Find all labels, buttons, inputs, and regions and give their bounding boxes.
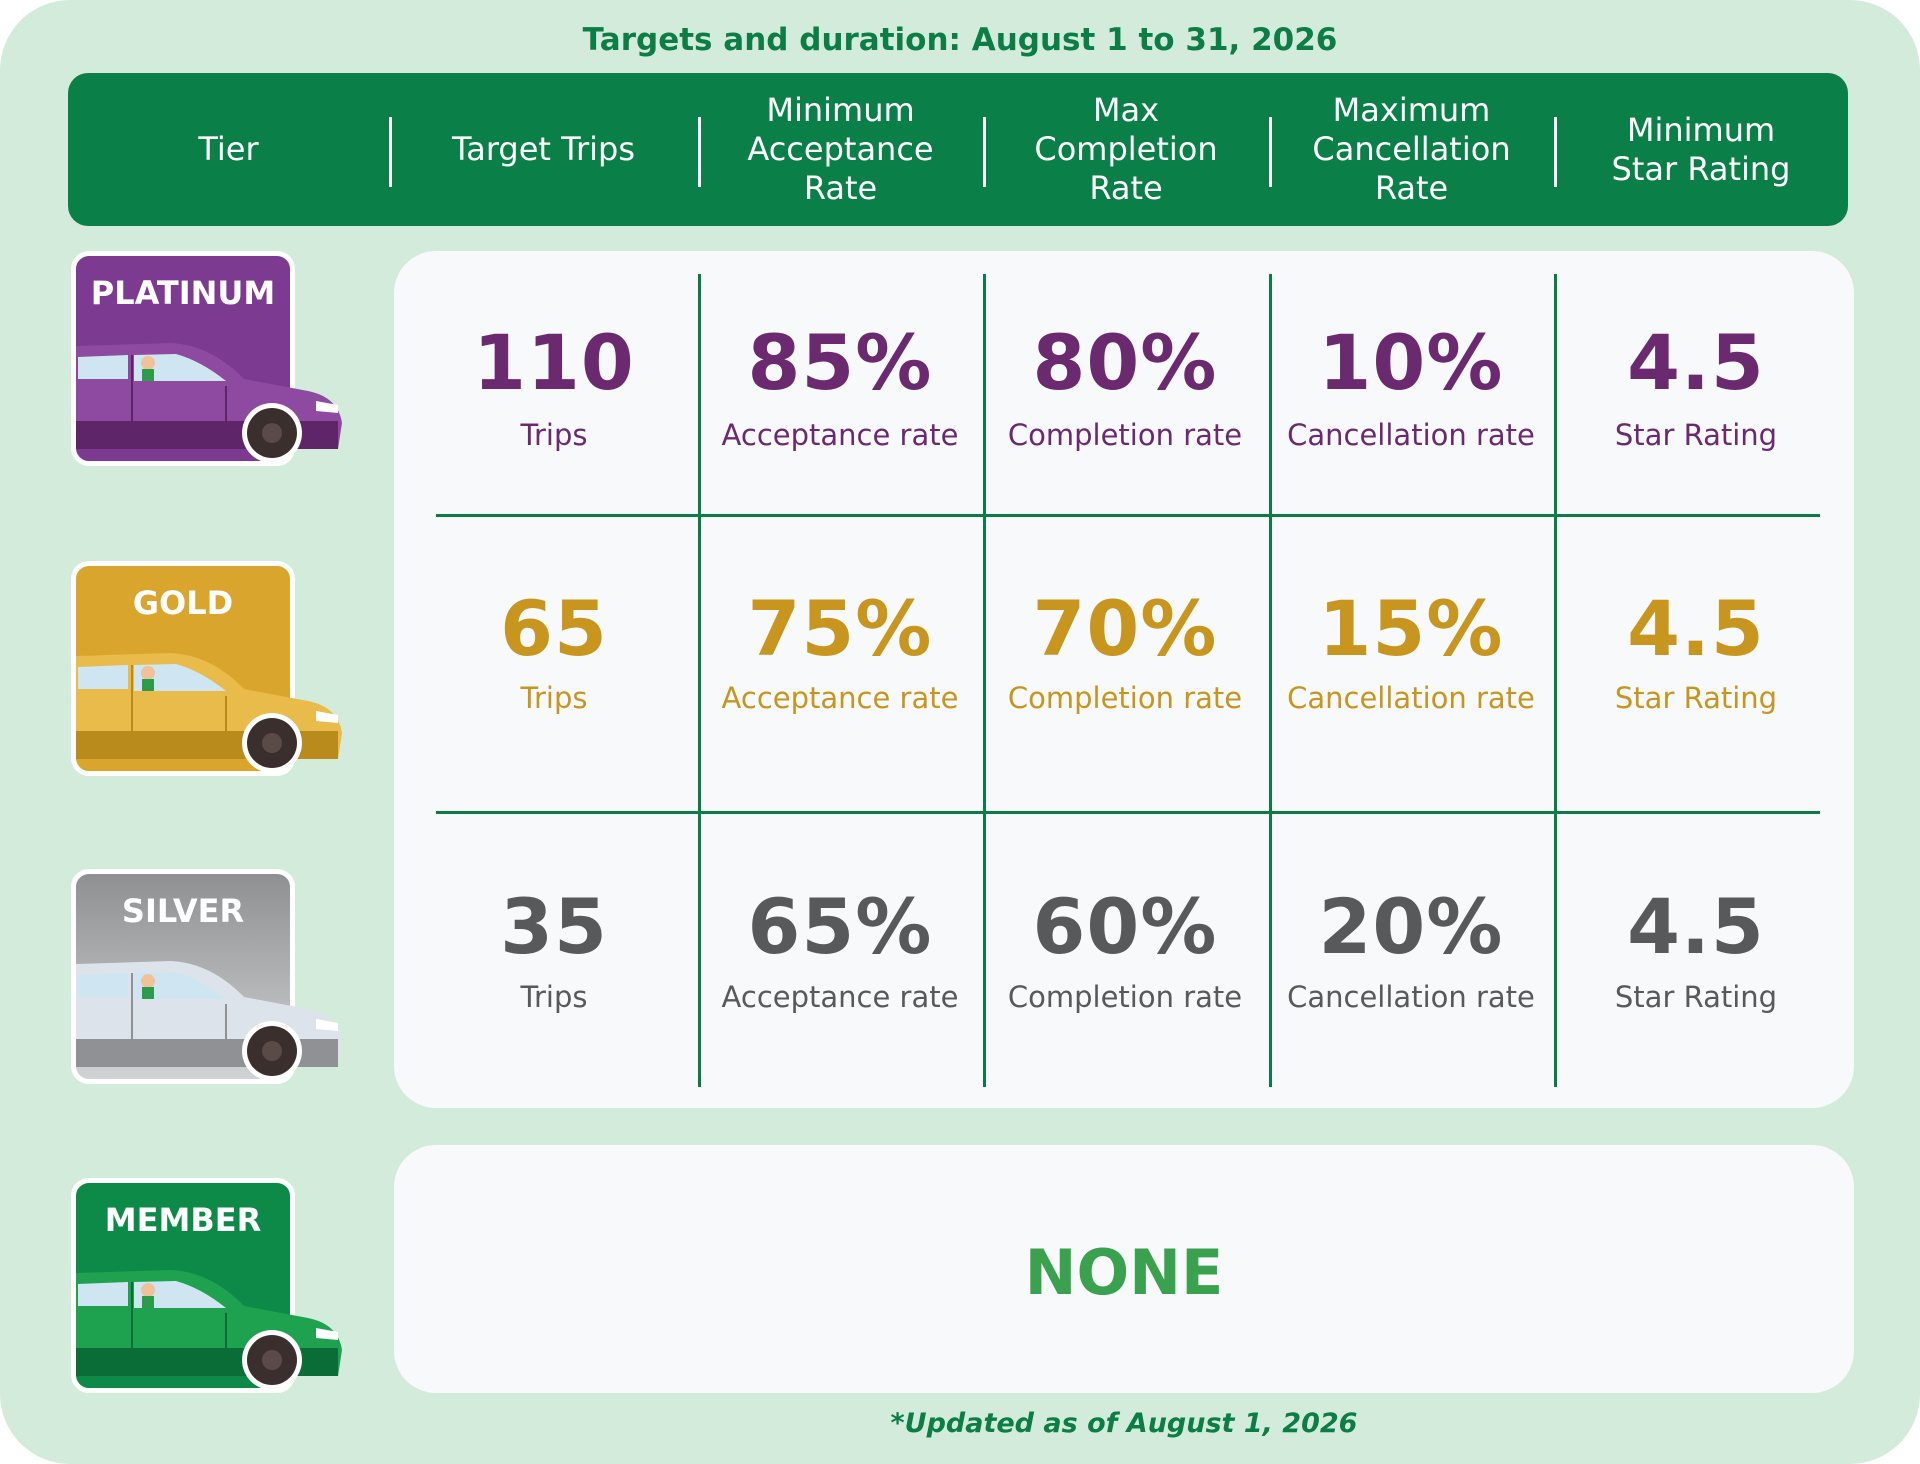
metric-unit: Completion rate — [1007, 418, 1243, 452]
header-divider — [1269, 117, 1272, 187]
metric-value: 35 — [500, 882, 608, 971]
header-line: Star Rating — [1611, 149, 1791, 188]
metric-value: 65% — [747, 882, 933, 971]
metric-value: 70% — [1032, 584, 1218, 673]
metric-value: 80% — [1032, 318, 1218, 407]
metric-value: 4.5 — [1627, 318, 1765, 407]
metric-unit: Star Rating — [1614, 418, 1778, 452]
grid-line — [436, 811, 1820, 814]
header-line: Max — [1092, 91, 1160, 129]
header-line: Maximum — [1332, 91, 1491, 129]
header-cell: Maximum Cancellation Rate — [1269, 73, 1554, 226]
metric-unit: Star Rating — [1614, 980, 1778, 1014]
tier-label: MEMBER — [104, 1201, 262, 1239]
metric-value: 10% — [1318, 318, 1504, 407]
metric-value: 60% — [1032, 882, 1218, 971]
metric-value: 110 — [473, 318, 635, 407]
header-line: Minimum — [1626, 110, 1776, 149]
car-icon — [76, 961, 342, 1079]
header-divider — [389, 117, 392, 187]
metric-value: 20% — [1318, 882, 1504, 971]
metric-unit: Star Rating — [1614, 681, 1778, 715]
header-line: Rate — [803, 169, 878, 207]
header-divider — [983, 117, 986, 187]
header-cell: Max Completion Rate — [983, 73, 1269, 226]
header-line: Tier — [198, 130, 259, 168]
metric-unit: Acceptance rate — [721, 681, 959, 715]
metric-value: 85% — [747, 318, 933, 407]
header-bar: Tier Target Trips Minimum Acceptance Rate Max… — [68, 73, 1848, 226]
grid-line — [1269, 274, 1272, 1087]
header-line: Completion — [1034, 130, 1218, 168]
grid-line — [436, 514, 1820, 517]
grid-line — [698, 274, 701, 1087]
header-line: Minimum — [766, 91, 915, 129]
member-panel — [394, 1145, 1854, 1393]
grid-line — [983, 274, 986, 1087]
metric-unit: Completion rate — [1007, 980, 1243, 1014]
metric-value: 15% — [1318, 584, 1504, 673]
metric-value: 4.5 — [1627, 584, 1765, 673]
car-icon — [76, 343, 342, 461]
header-divider — [698, 117, 701, 187]
tier-label: SILVER — [121, 892, 245, 930]
header-line: Rate — [1374, 169, 1449, 207]
none-label: NONE — [1024, 1236, 1224, 1309]
metric-unit: Trips — [520, 980, 588, 1014]
footnote: *Updated as of August 1, 2026 — [890, 1408, 1358, 1439]
header-cell: Minimum Acceptance Rate — [698, 73, 983, 226]
header-line: Rate — [1089, 169, 1163, 207]
tier-label: PLATINUM — [90, 274, 276, 312]
grid-line — [1554, 274, 1557, 1087]
header-cell: Tier — [68, 73, 389, 226]
metric-unit: Acceptance rate — [721, 418, 959, 452]
metric-unit: Trips — [520, 681, 588, 715]
metric-unit: Cancellation rate — [1287, 980, 1535, 1014]
metric-unit: Cancellation rate — [1287, 418, 1535, 452]
car-icon — [76, 653, 342, 771]
header-cell: Minimum Star Rating — [1554, 73, 1848, 226]
metric-unit: Completion rate — [1007, 681, 1243, 715]
header-cell: Target Trips — [389, 73, 698, 226]
table-panel — [394, 251, 1854, 1108]
metric-value: 75% — [747, 584, 933, 673]
metric-unit: Cancellation rate — [1287, 681, 1535, 715]
metric-unit: Acceptance rate — [721, 980, 959, 1014]
metric-value: 4.5 — [1627, 882, 1765, 971]
tier-label: GOLD — [132, 584, 234, 622]
metric-unit: Trips — [520, 418, 588, 452]
header-line: Target Trips — [451, 130, 636, 168]
header-line: Cancellation — [1312, 130, 1511, 168]
header-divider — [1554, 117, 1557, 187]
title: Targets and duration: August 1 to 31, 20… — [582, 22, 1338, 58]
car-icon — [76, 1270, 342, 1388]
metric-value: 65 — [500, 584, 608, 673]
header-line: Acceptance — [747, 130, 934, 168]
